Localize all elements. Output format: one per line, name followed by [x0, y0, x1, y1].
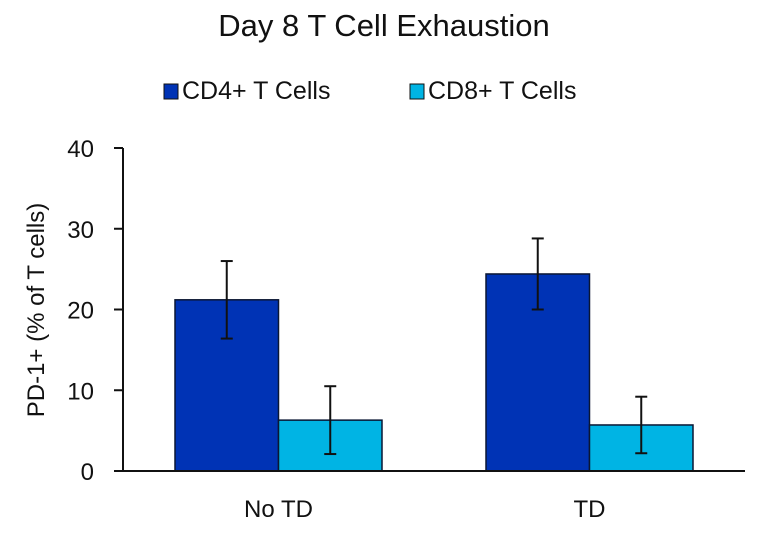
y-tick-label: 20 — [67, 298, 94, 325]
error-bars — [220, 237, 648, 456]
legend-swatch-cd4 — [163, 83, 179, 100]
x-axis-labels: No TD TD — [244, 496, 605, 523]
bars — [174, 273, 694, 472]
legend-label-cd4: CD4+ T Cells — [182, 77, 330, 105]
y-tick-label: 10 — [67, 378, 94, 405]
x-category-label: TD — [574, 496, 606, 523]
y-axis-title: PD-1+ (% of T cells) — [23, 203, 50, 418]
legend: CD4+ T Cells CD8+ T Cells — [163, 77, 576, 105]
y-tick-label: 0 — [81, 459, 94, 486]
x-category-label: No TD — [244, 496, 313, 523]
y-tick-label: 40 — [67, 136, 94, 163]
chart-title: Day 8 T Cell Exhaustion — [218, 8, 549, 43]
legend-label-cd8: CD8+ T Cells — [428, 77, 576, 105]
legend-swatch-cd8 — [409, 83, 425, 100]
y-tick-label: 30 — [67, 217, 94, 244]
y-axis-ticks: 0 10 20 30 40 — [67, 136, 123, 486]
